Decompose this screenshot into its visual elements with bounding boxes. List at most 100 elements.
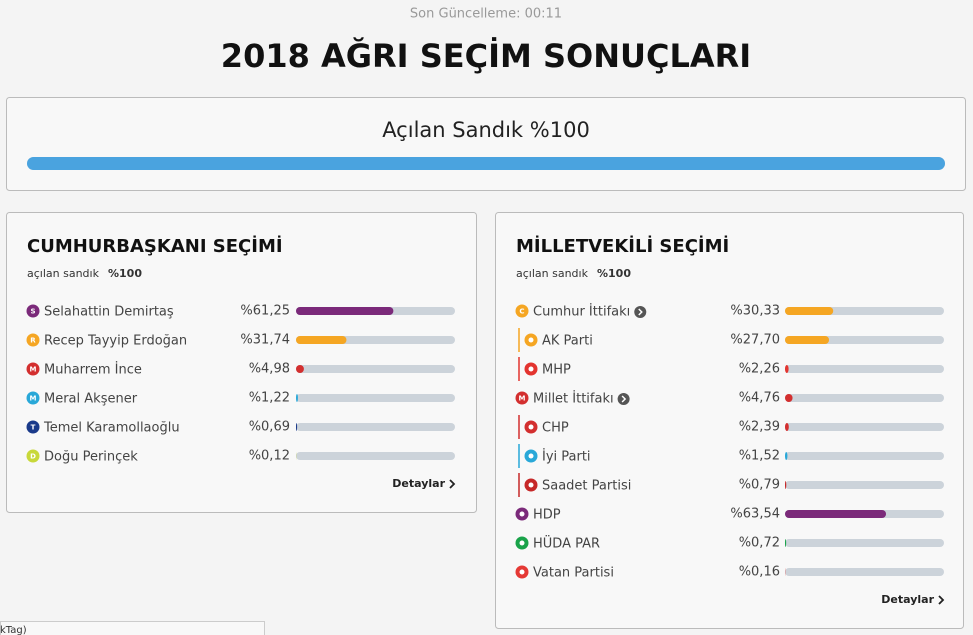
percent-label: %0,12	[249, 449, 290, 464]
bar-fill	[785, 539, 787, 547]
percent-label: %63,54	[730, 507, 780, 522]
party-badge: S	[30, 308, 35, 316]
bar-fill	[296, 423, 298, 431]
party-icon-inner	[528, 482, 534, 488]
party-icon	[26, 420, 40, 434]
tooltip-text: kTag)	[0, 625, 27, 635]
party-icon	[26, 449, 40, 463]
percent-label: %27,70	[730, 333, 780, 348]
percent-label: %0,69	[249, 420, 290, 435]
percent-label: %2,39	[739, 420, 780, 435]
party-name: CHP	[542, 421, 569, 436]
bar-track	[296, 452, 455, 460]
card-title: MİLLETVEKİLİ SEÇİMİ	[516, 235, 729, 257]
card	[495, 212, 964, 629]
party-name: AK Parti	[542, 334, 593, 349]
bar-fill	[785, 336, 830, 344]
details-link[interactable]: Detaylar	[392, 477, 445, 490]
party-name: HÜDA PAR	[533, 535, 600, 552]
card-title: CUMHURBAŞKANI SEÇİMİ	[27, 235, 283, 257]
bar-fill	[785, 452, 788, 460]
bar-track	[785, 452, 944, 460]
details-chevron	[449, 479, 456, 489]
party-icon	[515, 391, 529, 405]
percent-label: %30,33	[730, 304, 780, 319]
party-name: Recep Tayyip Erdoğan	[44, 334, 187, 349]
bar-fill	[296, 307, 394, 315]
expand-icon	[617, 393, 630, 405]
party-icon-inner	[528, 424, 534, 430]
party-name: Doğu Perinçek	[44, 450, 138, 465]
bar-track	[785, 365, 944, 373]
percent-label: %31,74	[240, 333, 290, 348]
bar-fill	[296, 394, 298, 402]
opened-caption: açılan sandık	[27, 267, 100, 280]
percent-label: %1,52	[739, 449, 780, 464]
tooltip-box	[0, 621, 265, 635]
bar-fill	[785, 365, 789, 373]
percent-label: %0,79	[739, 478, 780, 493]
party-icon-inner	[528, 366, 534, 372]
party-icon-inner	[519, 569, 525, 575]
party-badge: T	[31, 424, 36, 432]
bar-fill	[296, 336, 347, 344]
percent-label: %2,26	[739, 362, 780, 377]
bar-fill	[296, 365, 304, 373]
opened-value: %100	[597, 267, 631, 280]
expand-chevron	[621, 395, 627, 403]
bar-fill	[785, 307, 834, 315]
party-icon-inner	[519, 540, 525, 546]
card	[6, 212, 477, 513]
party-icon	[26, 391, 40, 405]
bar-track	[296, 394, 455, 402]
percent-label: %61,25	[240, 304, 290, 319]
opened-box	[6, 97, 966, 191]
party-badge: M	[519, 395, 526, 403]
page-title: 2018 AĞRI SEÇİM SONUÇLARI	[221, 36, 751, 75]
party-name: Muharrem İnce	[44, 362, 142, 378]
party-icon-inner	[528, 453, 534, 459]
bar-fill	[785, 481, 787, 489]
bar-track	[296, 365, 455, 373]
party-icon	[26, 304, 40, 318]
bar-fill	[785, 394, 793, 402]
bar-fill	[785, 510, 887, 518]
party-name: HDP	[533, 508, 561, 523]
party-icon	[515, 304, 529, 318]
party-badge: M	[30, 366, 37, 374]
progress-fill	[27, 157, 945, 170]
details-chevron	[938, 595, 945, 605]
opened-label: Açılan Sandık %100	[382, 118, 590, 142]
party-icon	[26, 362, 40, 376]
percent-label: %0,16	[739, 565, 780, 580]
party-icon-inner	[519, 511, 525, 517]
expand-icon	[634, 306, 647, 318]
party-name: MHP	[542, 363, 571, 378]
party-name: Vatan Partisi	[533, 566, 614, 581]
party-name: Cumhur İttifakı	[533, 304, 630, 320]
last-update: Son Güncelleme: 00:11	[410, 7, 562, 22]
opened-caption: açılan sandık	[516, 267, 589, 280]
bar-track	[785, 481, 944, 489]
party-icon	[26, 333, 40, 347]
percent-label: %4,98	[249, 362, 290, 377]
details-link[interactable]: Detaylar	[881, 593, 934, 606]
bar-fill	[785, 423, 789, 431]
party-name: Temel Karamollaoğlu	[43, 421, 180, 436]
party-name: Selahattin Demirtaş	[44, 305, 174, 320]
bar-track	[785, 423, 944, 431]
expand-chevron	[638, 308, 643, 316]
party-name: Millet İttifakı	[533, 391, 614, 407]
party-icon-inner	[528, 337, 534, 343]
party-name: Saadet Partisi	[542, 479, 631, 494]
party-badge: C	[519, 308, 524, 316]
percent-label: %0,72	[739, 536, 780, 551]
party-name: Meral Akşener	[44, 392, 138, 407]
percent-label: %4,76	[739, 391, 780, 406]
bar-track	[296, 423, 455, 431]
party-badge: D	[30, 453, 36, 461]
party-badge: R	[30, 337, 36, 345]
bar-track	[785, 539, 944, 547]
